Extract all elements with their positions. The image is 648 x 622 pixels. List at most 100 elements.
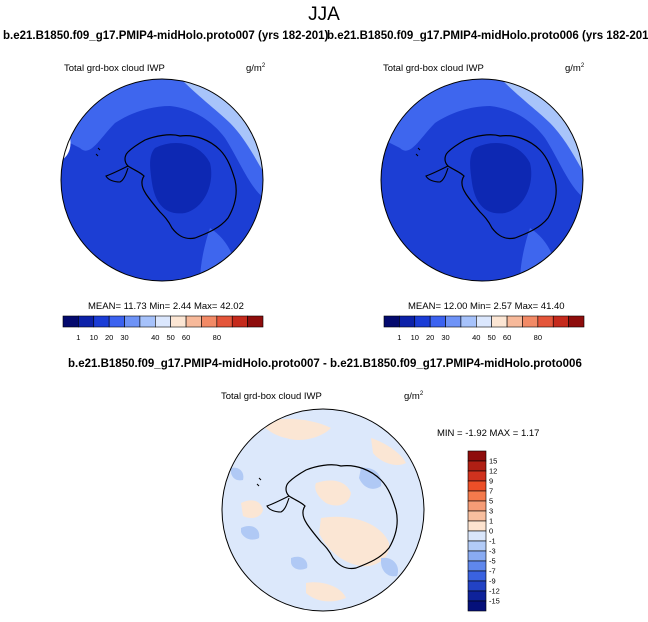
colorbar-diff-swatch	[467, 470, 487, 482]
colorbar-left-swatch	[139, 315, 156, 328]
colorbar-left-swatch	[185, 315, 202, 328]
map-deep-interior	[150, 143, 212, 214]
colorbar-right-swatch	[383, 315, 400, 328]
map-deep-interior	[470, 143, 532, 214]
colorbar-diff-swatch	[467, 560, 487, 572]
colorbar-right-tick-label: 30	[441, 333, 449, 342]
colorbar-right: 1 10 20 30 40 50 60 80	[383, 315, 585, 342]
antarctic-peninsula	[425, 165, 449, 183]
antarctic-peninsula	[266, 495, 290, 513]
colorbar-left-tick-label: 50	[167, 333, 175, 342]
colorbar-right-swatch	[552, 315, 569, 328]
colorbar-diff-swatch	[467, 510, 487, 522]
colorbar-right-tick-label: 20	[426, 333, 434, 342]
panel-right-stats: MEAN= 12.00 Min= 2.57 Max= 41.40	[408, 301, 565, 312]
colorbar-diff-swatch	[467, 540, 487, 552]
colorbar-right-swatch	[429, 315, 446, 328]
colorbar-diff-swatch	[467, 600, 487, 612]
colorbar-left-swatch	[93, 315, 110, 328]
colorbar-left-tick-label: 10	[90, 333, 98, 342]
diff-cool-patch-3	[291, 556, 308, 570]
colorbar-left-tick-label: 30	[120, 333, 128, 342]
colorbar-right-swatch	[414, 315, 431, 328]
colorbar-diff-swatch	[467, 580, 487, 592]
colorbar-diff-swatch	[467, 530, 487, 542]
colorbar-left-swatch	[231, 315, 248, 328]
colorbar-right-swatch	[537, 315, 554, 328]
colorbar-right-swatch	[476, 315, 492, 328]
diff-warm-patch-2	[315, 480, 351, 506]
colorbar-left-tick-label: 1	[76, 333, 80, 342]
diff-panel-title: b.e21.B1850.f09_g17.PMIP4-midHolo.proto0…	[68, 358, 582, 370]
colorbar-right-tick-label: 1	[397, 333, 401, 342]
colorbar-right-swatch	[491, 315, 508, 328]
polar-map-diff	[221, 408, 425, 612]
diff-warm-patch-3	[319, 516, 390, 567]
colorbar-diff-tick-label: -7	[489, 567, 496, 576]
colorbar-left-swatch	[78, 315, 95, 328]
map-boundary	[60, 78, 264, 282]
colorbar-right-swatch	[399, 315, 416, 328]
colorbar-right-swatch	[522, 315, 539, 328]
colorbar-left-swatch	[216, 315, 233, 328]
colorbar-left-swatch	[155, 315, 171, 328]
colorbar-diff-tick-label: 5	[489, 497, 493, 506]
colorbar-left-swatch	[124, 315, 141, 328]
diff-variable-label: Total grd-box cloud IWP	[221, 391, 322, 402]
colorbar-diff-tick-label: 0	[489, 527, 493, 536]
colorbar-diff-tick-label: 12	[489, 467, 497, 476]
colorbar-diff-tick-label: 15	[489, 457, 497, 466]
colorbar-left-swatch	[170, 315, 187, 328]
colorbar-left-swatch	[62, 315, 79, 328]
map-boundary	[221, 408, 425, 612]
diff-cool-patch-4	[381, 557, 399, 577]
colorbar-diff-swatch	[467, 550, 487, 562]
colorbar-right-swatch	[506, 315, 523, 328]
diff-cool-patch-2	[241, 526, 260, 540]
colorbar-left-tick-label: 60	[182, 333, 190, 342]
panel-left-units: g/m2	[246, 63, 266, 75]
panel-right-variable-label: Total grd-box cloud IWP	[383, 63, 484, 74]
map-boundary	[380, 78, 584, 282]
colorbar-diff-tick-label: -9	[489, 577, 496, 586]
colorbar-right-swatch	[460, 315, 477, 328]
colorbar-left-tick-label: 40	[151, 333, 159, 342]
panel-right-title: b.e21.B1850.f09_g17.PMIP4-midHolo.proto0…	[327, 30, 648, 42]
colorbar-left-swatch	[201, 315, 218, 328]
colorbar-left-swatch	[108, 315, 125, 328]
colorbar-right-tick-label: 50	[488, 333, 496, 342]
diff-cool-patch-5	[231, 467, 244, 481]
colorbar-left-tick-label: 80	[213, 333, 221, 342]
colorbar-left-swatch	[247, 315, 264, 328]
colorbar-diff-tick-label: 9	[489, 477, 493, 486]
colorbar-diff-swatch	[467, 520, 487, 532]
map-mid-band	[61, 79, 263, 198]
colorbar-diff-swatch	[467, 570, 487, 582]
colorbar-diff-tick-label: 3	[489, 507, 493, 516]
diff-units: g/m2	[404, 391, 424, 403]
panel-left-variable-label: Total grd-box cloud IWP	[64, 63, 165, 74]
colorbar-diff-tick-label: 7	[489, 487, 493, 496]
colorbar-diff-swatch	[467, 500, 487, 512]
diff-cool-patch-1	[359, 467, 382, 489]
polar-map-left	[60, 78, 264, 282]
diff-warm-patch-4	[241, 500, 263, 518]
antarctic-peninsula	[105, 165, 129, 183]
colorbar-diff-tick-label: -5	[489, 557, 496, 566]
map-mid-band	[381, 79, 583, 198]
colorbar-diff-tick-label: -12	[489, 587, 500, 596]
colorbar-diff-swatch	[467, 490, 487, 502]
colorbar-right-swatch	[445, 315, 462, 328]
colorbar-diff-tick-label: -1	[489, 537, 496, 546]
colorbar-diff-swatch	[467, 460, 487, 472]
colorbar-diff-tick-label: -15	[489, 597, 500, 606]
colorbar-diff-swatch	[467, 590, 487, 602]
colorbar-diff-swatch	[467, 480, 487, 492]
colorbar-left-tick-label: 20	[105, 333, 113, 342]
diff-warm-patch-1	[261, 418, 331, 440]
panel-left-title: b.e21.B1850.f09_g17.PMIP4-midHolo.proto0…	[3, 30, 329, 42]
colorbar-diff-swatch	[467, 450, 487, 462]
colorbar-right-tick-label: 10	[411, 333, 419, 342]
colorbar-right-tick-label: 80	[534, 333, 542, 342]
